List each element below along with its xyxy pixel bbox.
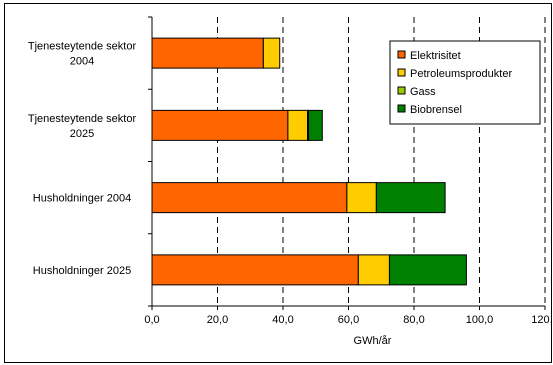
category-label: 2025 bbox=[70, 128, 94, 140]
bar-segment bbox=[346, 182, 377, 214]
bar-segment bbox=[287, 109, 309, 141]
legend-swatch bbox=[397, 50, 406, 59]
legend-label: Petroleumsprodukter bbox=[410, 68, 512, 80]
bar-segment bbox=[151, 109, 289, 141]
x-tick-label: 80,0 bbox=[403, 314, 424, 326]
legend-swatch bbox=[397, 104, 406, 113]
bar-segment bbox=[388, 254, 467, 286]
category-label: Husholdninger 2025 bbox=[33, 265, 131, 277]
bar-segment bbox=[357, 254, 390, 286]
bar-segment bbox=[308, 109, 323, 141]
x-tick-label: 100,0 bbox=[466, 314, 494, 326]
category-label: Tjenesteytende sektor bbox=[28, 41, 137, 53]
x-axis-label: GWh/år bbox=[354, 335, 392, 347]
chart-frame: 0,0 20,0 40,0 60,0 80,0 100,0 120,0 Tjenesteyte… bbox=[4, 3, 553, 363]
category-label: 2004 bbox=[70, 56, 94, 68]
x-tick-label: 60,0 bbox=[338, 314, 359, 326]
legend-swatch bbox=[397, 68, 406, 77]
legend-label: Elektrisitet bbox=[410, 50, 461, 62]
category-label: Tjenesteytende sektor bbox=[28, 113, 137, 125]
x-tick-label: 0,0 bbox=[144, 314, 159, 326]
bar-segment bbox=[151, 182, 348, 214]
category-label: Husholdninger 2004 bbox=[33, 193, 131, 205]
bar-segment bbox=[375, 182, 446, 214]
axis-layer: 0,0 20,0 40,0 60,0 80,0 100,0 120,0 Tjenesteyte… bbox=[28, 16, 553, 347]
stacked-bar-chart: 0,0 20,0 40,0 60,0 80,0 100,0 120,0 Tjenesteyte… bbox=[28, 16, 553, 347]
legend-swatch bbox=[397, 86, 406, 95]
bar-segment bbox=[151, 254, 359, 286]
legend-label: Biobrensel bbox=[410, 104, 462, 116]
x-tick-label: 20,0 bbox=[207, 314, 228, 326]
bar-segment bbox=[262, 37, 281, 69]
legend: Elektrisitet Petroleumsprodukter Gass Biobr… bbox=[389, 40, 541, 125]
legend-label: Gass bbox=[410, 86, 436, 98]
bar-segment bbox=[151, 37, 264, 69]
x-tick-label: 120,0 bbox=[531, 314, 553, 326]
bars-layer bbox=[151, 37, 467, 286]
x-tick-label: 40,0 bbox=[272, 314, 293, 326]
legend-box bbox=[389, 40, 541, 125]
